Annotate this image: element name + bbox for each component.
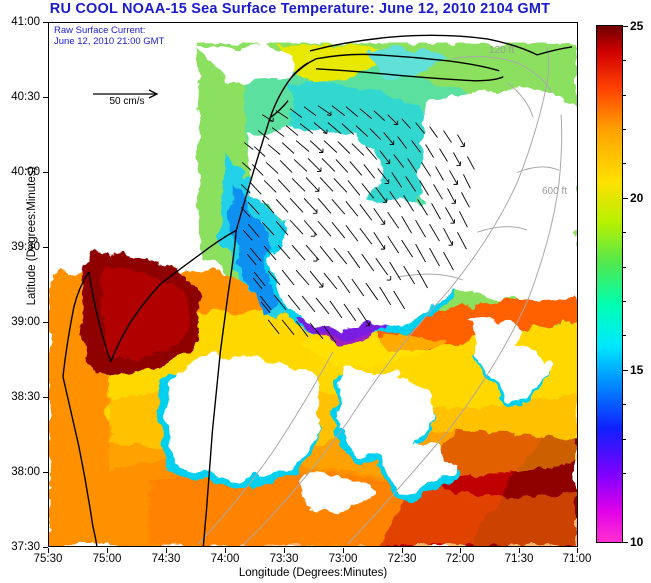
x-tick xyxy=(577,548,578,553)
y-tick-label: 37:30 xyxy=(11,541,40,553)
x-tick xyxy=(402,548,403,553)
scale-arrow-icon xyxy=(93,89,159,99)
colorbar-tick-label: 20 xyxy=(630,191,644,205)
colorbar-minor-tick xyxy=(623,439,626,440)
colorbar-gradient xyxy=(597,26,622,542)
current-vectors xyxy=(240,105,475,344)
contour-label-600ft: 600 ft xyxy=(542,186,568,197)
figure-title: RU COOL NOAA-15 Sea Surface Temperature:… xyxy=(49,1,551,17)
x-tick xyxy=(460,548,461,553)
colorbar-minor-tick xyxy=(623,301,626,302)
y-tick xyxy=(43,172,48,173)
y-tick-label: 39:30 xyxy=(11,241,40,253)
x-tick-label: 74:30 xyxy=(151,553,181,565)
y-tick-label: 38:30 xyxy=(11,391,40,403)
colorbar-tick-label: 25 xyxy=(630,19,644,33)
y-axis-title: Latitude (Degrees:Minutes) xyxy=(26,166,38,306)
y-tick xyxy=(43,97,48,98)
y-tick xyxy=(43,22,48,23)
x-tick-label: 71:30 xyxy=(504,553,534,565)
colorbar-minor-tick xyxy=(623,404,626,405)
x-tick-label: 73:30 xyxy=(269,553,299,565)
colorbar-tick xyxy=(623,370,628,371)
y-tick xyxy=(43,247,48,248)
colorbar-minor-tick xyxy=(623,267,626,268)
x-tick-label: 75:30 xyxy=(33,553,63,565)
colorbar-minor-tick xyxy=(623,473,626,474)
colorbar-tick xyxy=(623,542,628,543)
surface-current-annotation: Raw Surface Current: June 12, 2010 21:00… xyxy=(54,25,164,47)
colorbar-minor-tick xyxy=(623,335,626,336)
x-tick xyxy=(343,548,344,553)
colorbar-tick-label: 10 xyxy=(630,535,644,549)
y-tick xyxy=(43,547,48,548)
y-tick-label: 38:00 xyxy=(11,466,40,478)
map-plot-area[interactable]: Raw Surface Current: June 12, 2010 21:00… xyxy=(48,22,578,547)
x-tick-label: 72:00 xyxy=(445,553,475,565)
colorbar-minor-tick xyxy=(623,163,626,164)
colorbar-minor-tick xyxy=(623,60,626,61)
y-tick-label: 39:00 xyxy=(11,316,40,328)
velocity-scale-bar: 50 cm/s xyxy=(89,87,165,107)
x-axis-title: Longitude (Degrees:Minutes) xyxy=(238,567,388,579)
x-tick-label: 71:00 xyxy=(562,553,592,565)
x-tick xyxy=(166,548,167,553)
annotation-line-2: June 12, 2010 21:00 GMT xyxy=(54,36,165,47)
scale-arrow-label: 50 cm/s xyxy=(109,96,145,107)
x-tick xyxy=(225,548,226,553)
x-tick-label: 72:30 xyxy=(387,553,417,565)
y-tick xyxy=(43,472,48,473)
x-tick-label: 74:00 xyxy=(210,553,240,565)
x-tick xyxy=(284,548,285,553)
colorbar-tick xyxy=(623,198,628,199)
colorbar-minor-tick xyxy=(623,232,626,233)
x-tick xyxy=(107,548,108,553)
y-tick-label: 40:00 xyxy=(11,166,40,178)
contour-label-120ft: 120 ft xyxy=(489,45,515,56)
colorbar-minor-tick xyxy=(623,95,626,96)
y-tick-label: 41:00 xyxy=(11,16,40,28)
y-tick-label: 40:30 xyxy=(11,91,40,103)
y-tick xyxy=(43,397,48,398)
colorbar-minor-tick xyxy=(623,129,626,130)
sst-raster xyxy=(49,34,577,546)
y-tick xyxy=(43,322,48,323)
x-tick-label: 75:00 xyxy=(92,553,122,565)
x-tick-label: 73:00 xyxy=(328,553,358,565)
x-tick xyxy=(48,548,49,553)
colorbar-tick xyxy=(623,26,628,27)
colorbar-tick-label: 15 xyxy=(630,363,644,377)
x-tick xyxy=(519,548,520,553)
colorbar xyxy=(596,25,623,543)
annotation-line-1: Raw Surface Current: xyxy=(54,25,146,36)
